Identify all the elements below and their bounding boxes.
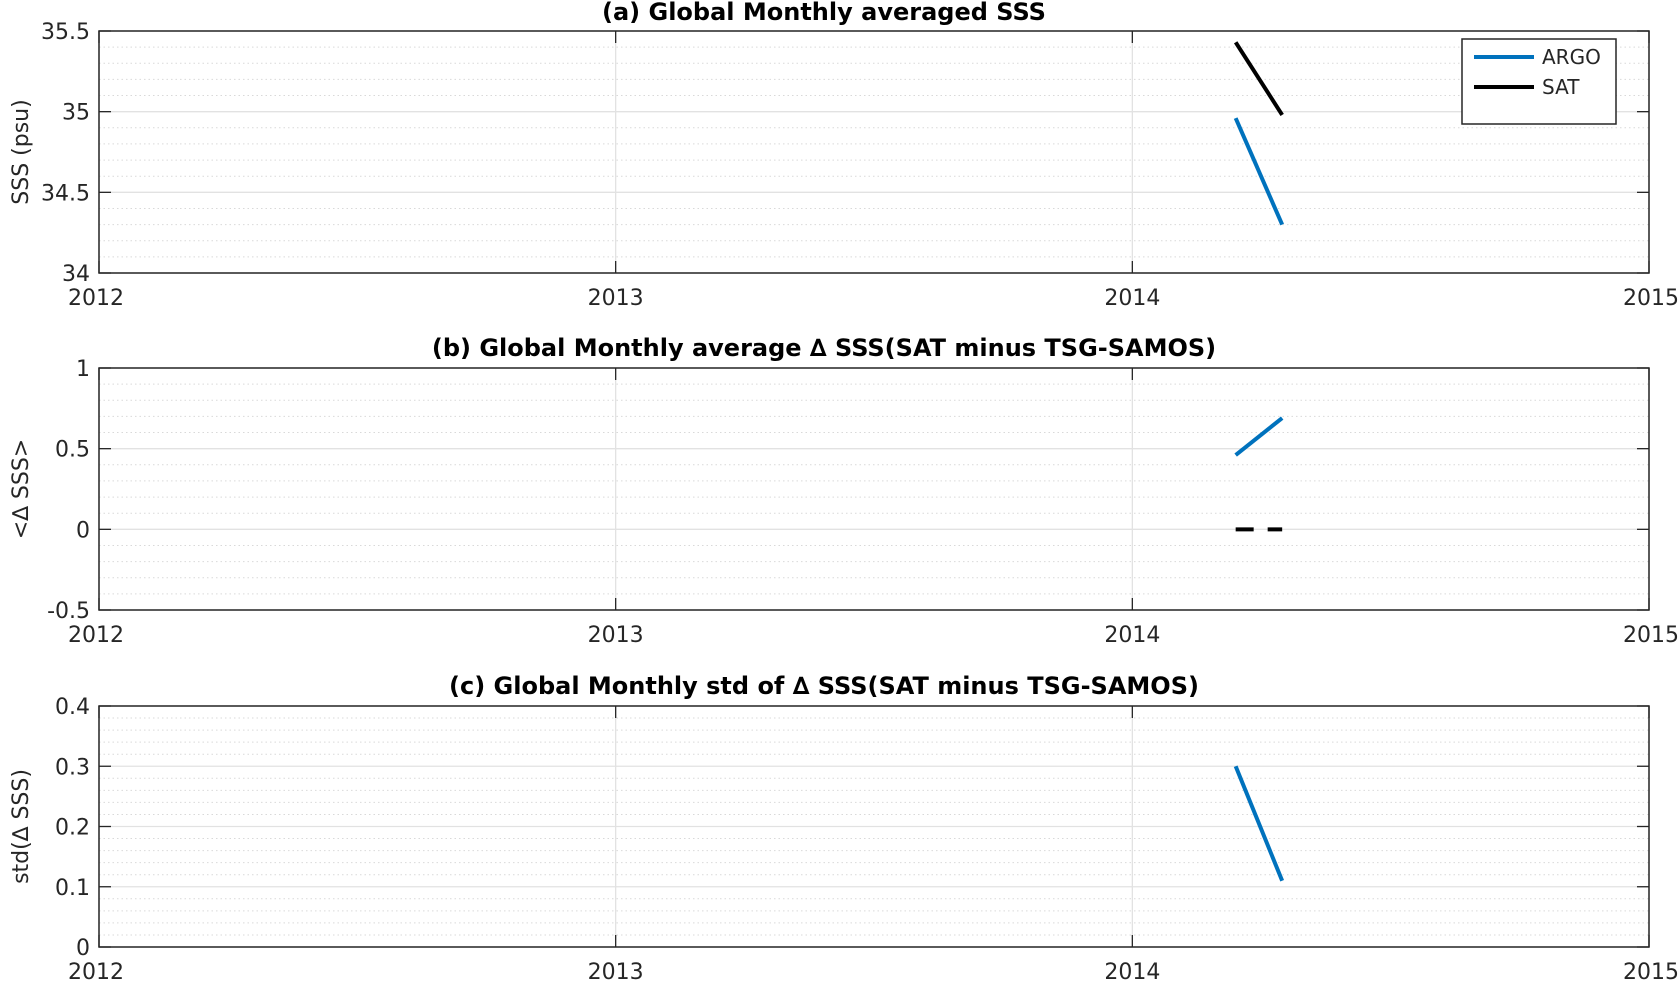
y-axis-label: std(∆ SSS) [9,769,34,884]
y-tick-label: 35 [62,101,90,126]
y-tick-label: -0.5 [47,599,90,624]
y-axis-label: <∆ SSS> [9,439,34,539]
legend: ARGO SAT [1461,38,1617,125]
x-tick-label: 2015 [1623,623,1679,648]
panel-a: 2012 2013 2014 2015 34 34.5 35 35.5 (a) Global M… [9,0,1679,311]
x-tick-label: 2013 [588,960,644,982]
chart-title: (c) Global Monthly std of ∆ SSS(SAT minu… [449,672,1199,700]
y-tick-label: 0.1 [55,876,90,901]
y-tick-label: 0.4 [55,695,90,720]
panel-b: 2012 2013 2014 2015 -0.5 0 0.5 1 (b) Global Mont… [9,334,1679,648]
x-tick-label: 2014 [1104,623,1160,648]
y-tick-label: 0.2 [55,816,90,841]
y-axis-label: SSS (psu) [9,99,34,204]
legend-label: SAT [1542,75,1580,99]
x-tick-label: 2012 [68,623,124,648]
y-tick-label: 34.5 [41,181,90,206]
y-tick-label: 1 [76,357,90,382]
y-tick-label: 34 [62,262,90,287]
legend-label: ARGO [1542,45,1601,69]
x-tick-label: 2012 [68,286,124,311]
series-line-argo [1233,117,1284,226]
y-tick-label: 0.5 [55,438,90,463]
x-tick-label: 2015 [1623,286,1679,311]
x-tick-label: 2013 [588,623,644,648]
x-tick-label: 2014 [1104,960,1160,982]
x-tick-label: 2014 [1104,286,1160,311]
axes-box [98,367,1650,611]
chart-title: (a) Global Monthly averaged SSS [602,0,1046,26]
y-tick-label: 35.5 [41,20,90,45]
legend-box [1461,38,1617,125]
x-tick-label: 2012 [68,960,124,982]
panel-c: 2012 2013 2014 2015 0 0.1 0.2 0.3 0.4 (c) Global … [9,672,1679,982]
y-tick-label: 0 [76,936,90,961]
chart-title: (b) Global Monthly average ∆ SSS(SAT min… [432,334,1216,362]
x-tick-label: 2015 [1623,960,1679,982]
series-line-series-1 [1233,765,1285,882]
y-tick-label: 0.3 [55,755,90,780]
series-line-series-1 [1234,416,1284,457]
axes-box [98,30,1650,274]
y-tick-label: 0 [76,518,90,543]
series-line-sat [1233,41,1284,116]
x-tick-label: 2013 [588,286,644,311]
